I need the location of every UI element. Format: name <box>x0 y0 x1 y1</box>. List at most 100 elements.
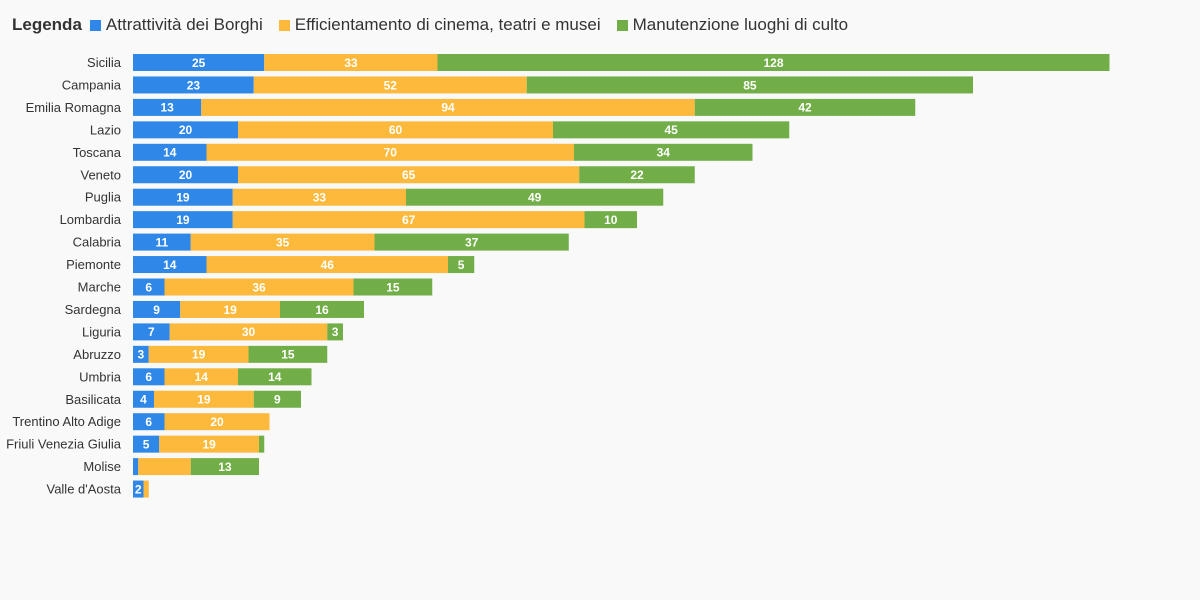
category-label-sicilia: Sicilia <box>87 55 122 70</box>
value-label-sardegna-s1: 19 <box>223 303 237 317</box>
category-label-sardegna: Sardegna <box>65 302 122 317</box>
legend-label-attrattivita: Attrattività dei Borghi <box>105 15 263 34</box>
value-label-sardegna-s2: 16 <box>315 303 329 317</box>
legend-swatch-attrattivita <box>89 19 101 31</box>
bar-segment-sardegna-s0 <box>133 300 181 318</box>
bar-segment-trentino-alto-adige-s1 <box>164 413 270 431</box>
bar-segment-lombardia-s2 <box>584 211 637 229</box>
bar-segment-toscana-s2 <box>574 143 753 161</box>
bar-segment-valle-d-aosta-s1 <box>143 480 149 498</box>
value-label-friuli-venezia-giulia-s1: 19 <box>202 437 216 451</box>
category-label-lazio: Lazio <box>90 122 121 137</box>
value-label-toscana-s1: 70 <box>384 146 398 160</box>
bar-segment-campania-s1 <box>253 76 527 94</box>
value-label-liguria-s0: 7 <box>148 325 155 339</box>
value-label-abruzzo-s1: 19 <box>192 348 206 362</box>
value-label-calabria-s1: 35 <box>276 235 290 249</box>
bar-segment-piemonte-s0 <box>133 256 207 274</box>
value-label-piemonte-s2: 5 <box>458 258 465 272</box>
value-label-lombardia-s2: 10 <box>604 213 618 227</box>
bar-segment-molise-s2 <box>190 458 259 476</box>
value-label-molise-s2: 13 <box>218 460 232 474</box>
value-label-marche-s0: 6 <box>145 280 152 294</box>
value-label-emilia-romagna-s1: 94 <box>441 101 455 115</box>
bar-segment-puglia-s0 <box>133 188 233 206</box>
bar-segment-umbria-s2 <box>238 368 312 386</box>
legend-item-efficientamento: Efficientamento di cinema, teatri e muse… <box>278 15 601 35</box>
bar-segment-piemonte-s2 <box>448 256 475 274</box>
value-label-calabria-s2: 37 <box>465 235 479 249</box>
value-label-umbria-s0: 6 <box>145 370 152 384</box>
value-label-trentino-alto-adige-s1: 20 <box>210 415 224 429</box>
value-label-puglia-s2: 49 <box>528 191 542 205</box>
bar-segment-emilia-romagna-s1 <box>201 98 695 116</box>
value-label-basilicata-s1: 19 <box>197 393 211 407</box>
bar-segment-emilia-romagna-s0 <box>133 98 202 116</box>
bar-segment-friuli-venezia-giulia-s0 <box>133 435 160 453</box>
bar-segment-sicilia-s1 <box>264 54 438 71</box>
legend-swatch-efficientamento <box>278 19 290 31</box>
bar-segment-toscana-s1 <box>206 143 574 161</box>
value-label-emilia-romagna-s0: 13 <box>160 101 174 115</box>
bar-segment-umbria-s1 <box>164 368 238 386</box>
bar-segment-liguria-s1 <box>169 323 328 341</box>
category-label-marche: Marche <box>78 280 121 295</box>
bar-segment-sicilia-s2 <box>437 54 1110 71</box>
value-label-liguria-s1: 30 <box>242 325 256 339</box>
bar-segment-abruzzo-s1 <box>148 345 249 363</box>
value-label-sicilia-s2: 128 <box>763 56 783 70</box>
legend-label-manutenzione: Manutenzione luoghi di culto <box>632 15 849 34</box>
value-label-campania-s2: 85 <box>743 78 757 92</box>
value-label-piemonte-s0: 14 <box>163 258 177 272</box>
legend-item-manutenzione: Manutenzione luoghi di culto <box>616 15 849 35</box>
bar-segment-emilia-romagna-s2 <box>694 98 916 116</box>
category-label-friuli-venezia-giulia: Friuli Venezia Giulia <box>6 437 122 452</box>
category-label-valle-d-aosta: Valle d'Aosta <box>46 482 121 497</box>
value-label-marche-s1: 36 <box>252 280 266 294</box>
category-label-veneto: Veneto <box>81 167 122 182</box>
value-label-abruzzo-s2: 15 <box>281 348 295 362</box>
bar-segment-abruzzo-s0 <box>133 345 149 363</box>
bar-segment-basilicata-s0 <box>133 390 154 408</box>
bar-segment-marche-s1 <box>164 278 354 296</box>
legend-label-efficientamento: Efficientamento di cinema, teatri e muse… <box>294 15 601 34</box>
value-label-lazio-s1: 60 <box>389 123 403 137</box>
legend: Legenda Attrattività dei Borghi Efficien… <box>12 12 864 38</box>
value-label-liguria-s2: 3 <box>332 325 339 339</box>
value-label-lazio-s2: 45 <box>664 123 678 137</box>
value-label-sicilia-s0: 25 <box>192 56 206 70</box>
value-label-sicilia-s1: 33 <box>344 56 358 70</box>
value-label-veneto-s0: 20 <box>179 168 193 182</box>
bar-segment-veneto-s2 <box>579 166 695 184</box>
bar-segment-molise-s1 <box>138 458 191 476</box>
bar-segment-sicilia-s0 <box>133 54 265 71</box>
value-label-veneto-s2: 22 <box>630 168 644 182</box>
value-label-campania-s1: 52 <box>384 78 398 92</box>
bar-segment-liguria-s0 <box>133 323 170 341</box>
value-label-umbria-s1: 14 <box>195 370 209 384</box>
bar-segment-trentino-alto-adige-s0 <box>133 413 165 431</box>
category-label-campania: Campania <box>62 77 122 92</box>
value-label-campania-s0: 23 <box>187 78 201 92</box>
bar-segment-marche-s2 <box>353 278 433 296</box>
bar-segment-lazio-s2 <box>553 121 790 139</box>
bar-segment-veneto-s0 <box>133 166 238 184</box>
category-label-umbria: Umbria <box>79 369 122 384</box>
value-label-lombardia-s0: 19 <box>176 213 190 227</box>
bar-segment-friuli-venezia-giulia-s1 <box>159 435 259 453</box>
value-label-marche-s2: 15 <box>386 280 400 294</box>
category-label-toscana: Toscana <box>73 145 122 160</box>
value-label-trentino-alto-adige-s0: 6 <box>145 415 152 429</box>
value-label-sardegna-s0: 9 <box>153 303 160 317</box>
value-label-valle-d-aosta-s0: 2 <box>135 482 142 496</box>
bar-segment-veneto-s1 <box>238 166 580 184</box>
value-label-calabria-s0: 11 <box>156 235 169 249</box>
bar-segment-calabria-s2 <box>374 233 569 251</box>
bar-segment-campania-s2 <box>526 76 973 94</box>
value-label-abruzzo-s0: 3 <box>138 348 145 362</box>
category-label-puglia: Puglia <box>85 190 122 205</box>
bar-segment-liguria-s2 <box>327 323 343 341</box>
bar-segment-basilicata-s1 <box>154 390 254 408</box>
legend-item-attrattivita: Attrattività dei Borghi <box>89 15 263 35</box>
bar-segment-marche-s0 <box>133 278 165 296</box>
